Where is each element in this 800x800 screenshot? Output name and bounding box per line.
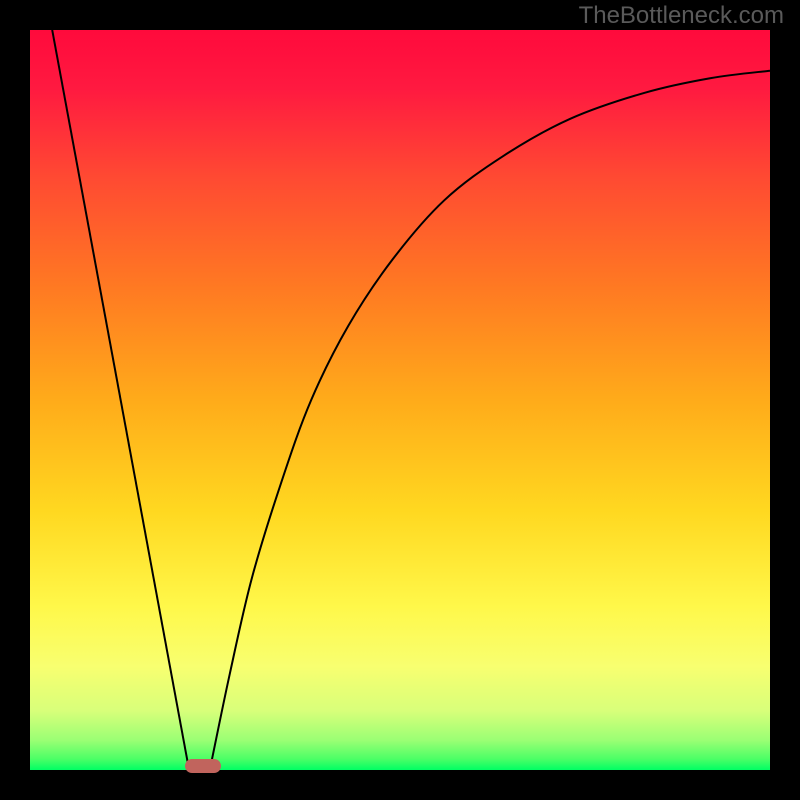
chart-frame: TheBottleneck.com	[0, 0, 800, 800]
min-marker	[185, 759, 221, 773]
left-line	[52, 30, 189, 770]
right-curve	[211, 71, 770, 763]
watermark-text: TheBottleneck.com	[579, 2, 784, 30]
curve-layer	[0, 0, 800, 800]
